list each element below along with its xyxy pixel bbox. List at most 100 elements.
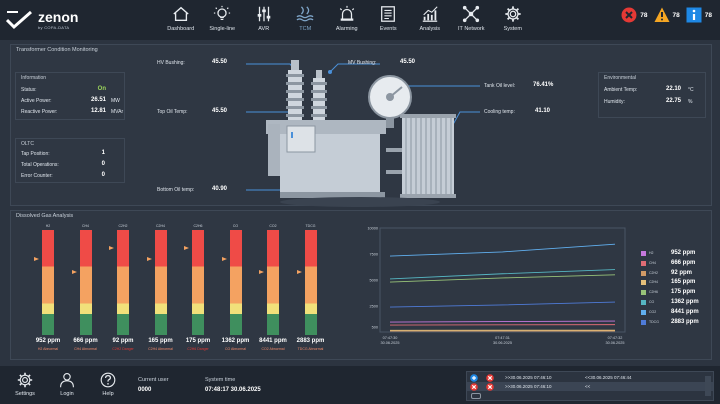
chart-icon: [422, 6, 438, 22]
warning-alarm-counter[interactable]: 78: [654, 7, 680, 23]
ambient-temp-value: 22.10: [665, 86, 681, 92]
legend-swatch: [641, 270, 646, 276]
legend-name: C2H6: [649, 290, 658, 295]
legend-swatch: [641, 290, 646, 296]
gas-name-tdcg: TDCG: [305, 224, 316, 228]
legend-swatch: [641, 309, 646, 315]
nav-tcm-label: TCM: [299, 26, 312, 32]
legend-item-tdcg[interactable]: TDCG 2883 ppm: [641, 319, 711, 327]
help-icon: [100, 372, 116, 388]
gas-ppm-value: 666 ppm: [73, 338, 98, 344]
gas-ppm-value: 952 ppm: [35, 338, 61, 344]
legend-item-h2[interactable]: H2 952 ppm: [641, 250, 711, 258]
hv-bushing-value: 45.50: [212, 59, 228, 65]
alarm-row[interactable]: >>30.06.2025 07:46:10 <<30.06.2025 07:46…: [467, 373, 713, 382]
login-button[interactable]: Login: [52, 372, 82, 397]
alarm-counters: 78 78 78: [615, 7, 712, 23]
legend-value: 2883 ppm: [671, 318, 699, 325]
cooling-temp-label: Cooling temp:: [484, 109, 515, 115]
help-button[interactable]: Help: [93, 372, 123, 397]
nav-events-label: Events: [379, 26, 397, 32]
legend-name: TDCG: [649, 319, 659, 324]
gas-name-c2h2: C2H2: [118, 224, 128, 228]
nav-it-network[interactable]: IT Network: [451, 0, 493, 40]
nav-analysis[interactable]: Analysis: [409, 0, 451, 40]
top-oil-temp-label: Top Oil Temp:: [157, 109, 188, 115]
alarm-row[interactable]: >>30.06.2025 07:46:10 <<: [467, 382, 713, 391]
environmental-box: Environmental Ambient Temp: 22.10 °C Hum…: [598, 72, 706, 118]
acknowledge-icon[interactable]: [470, 373, 478, 382]
error-counter-value: 0: [101, 172, 105, 178]
dga-title: Dissolved Gas Analysis: [16, 213, 74, 219]
error-icon: [621, 7, 637, 23]
y-tick-label: 7500: [370, 253, 378, 257]
status-label: Status:: [21, 87, 37, 93]
system-time-value: 07:48:17 30.06.2025: [205, 387, 261, 393]
reactive-power-value: 12.81: [90, 108, 106, 114]
legend-item-c2h6[interactable]: C2H6 175 ppm: [641, 289, 711, 297]
nav-alarming[interactable]: Alarming: [326, 0, 368, 40]
nav-dashboard[interactable]: Dashboard: [160, 0, 202, 40]
nav-events[interactable]: Events: [368, 0, 410, 40]
tap-position-label: Tap Position:: [21, 151, 50, 157]
x-tick-label: 07:47:31: [495, 336, 510, 340]
legend-item-ch4[interactable]: CH4 666 ppm: [641, 260, 711, 268]
legend-item-c2h2[interactable]: C2H2 92 ppm: [641, 270, 711, 278]
list-scrollbar[interactable]: [705, 376, 711, 396]
legend-name: CO: [649, 300, 655, 304]
status-value: On: [97, 86, 106, 92]
gas-level-marker: [259, 270, 264, 274]
legend-value: 8441 ppm: [671, 308, 699, 315]
information-box: Information Status: On Active Power: 26.…: [15, 72, 125, 120]
info-count: 78: [704, 11, 712, 19]
x-tick-label: 30.06.2025: [380, 341, 399, 345]
legend-item-c2h4[interactable]: C2H4 165 ppm: [641, 279, 711, 287]
nav-single-line[interactable]: Single-line: [202, 0, 244, 40]
nav-system[interactable]: System: [492, 0, 534, 40]
error-alarm-counter[interactable]: 78: [621, 7, 648, 23]
gas-state-label: C2H6 Danger: [187, 347, 209, 351]
gas-level-marker: [184, 245, 189, 250]
series-line-co2: [389, 243, 616, 257]
gas-name-c2h4: C2H4: [156, 224, 165, 228]
gas-state-label: C2H2 Danger: [112, 347, 134, 351]
humidity-value: 22.75: [665, 98, 681, 104]
nav-alarming-label: Alarming: [335, 26, 358, 32]
list-icon: [381, 6, 396, 22]
alarm-end-time: <<30.06.2025 07:46:44: [585, 375, 632, 380]
hv-bushing-label: HV Bushing:: [157, 60, 185, 66]
bottom-oil-temp-label: Bottom Oil temp:: [157, 187, 195, 193]
gas-state-label: C2H4 Abnormal: [148, 347, 173, 351]
x-tick-label: 07:47:32: [608, 336, 623, 340]
sliders-icon: [257, 6, 271, 22]
network-icon: [463, 5, 480, 23]
legend-item-co2[interactable]: CO2 8441 ppm: [641, 309, 711, 317]
gear-icon: [505, 6, 521, 22]
gas-state-label: TDCG Abnormal: [297, 347, 324, 351]
nav-it-network-label: IT Network: [458, 26, 485, 32]
waves-icon: [296, 6, 314, 22]
list-scroll-handle[interactable]: [471, 393, 481, 399]
ambient-temp-unit: °C: [688, 87, 694, 93]
series-line-co: [389, 269, 616, 280]
legend-value: 92 ppm: [671, 269, 693, 276]
gas-name-h2: H2: [45, 224, 51, 228]
settings-button[interactable]: Settings: [10, 372, 40, 397]
series-line-h2: [389, 320, 616, 323]
legend-item-co[interactable]: CO 1362 ppm: [641, 299, 711, 307]
legend-name: C2H2: [649, 270, 658, 275]
info-alarm-counter[interactable]: 78: [686, 7, 712, 23]
legend-swatch: [641, 300, 646, 305]
error-icon: [486, 382, 494, 391]
gas-state-label: H2 Abnormal: [37, 347, 59, 351]
y-tick-label: 2500: [370, 305, 378, 309]
siren-icon: [339, 5, 354, 21]
series-line-c2h6: [389, 274, 616, 283]
legend-value: 952 ppm: [671, 250, 696, 256]
humidity-unit: %: [688, 99, 693, 105]
nav-tcm[interactable]: TCM: [285, 0, 327, 40]
chart-frame: [379, 227, 626, 333]
gas-level-marker: [71, 270, 77, 274]
y-tick-label: 5000: [370, 279, 378, 283]
nav-avr[interactable]: AVR: [243, 0, 285, 40]
